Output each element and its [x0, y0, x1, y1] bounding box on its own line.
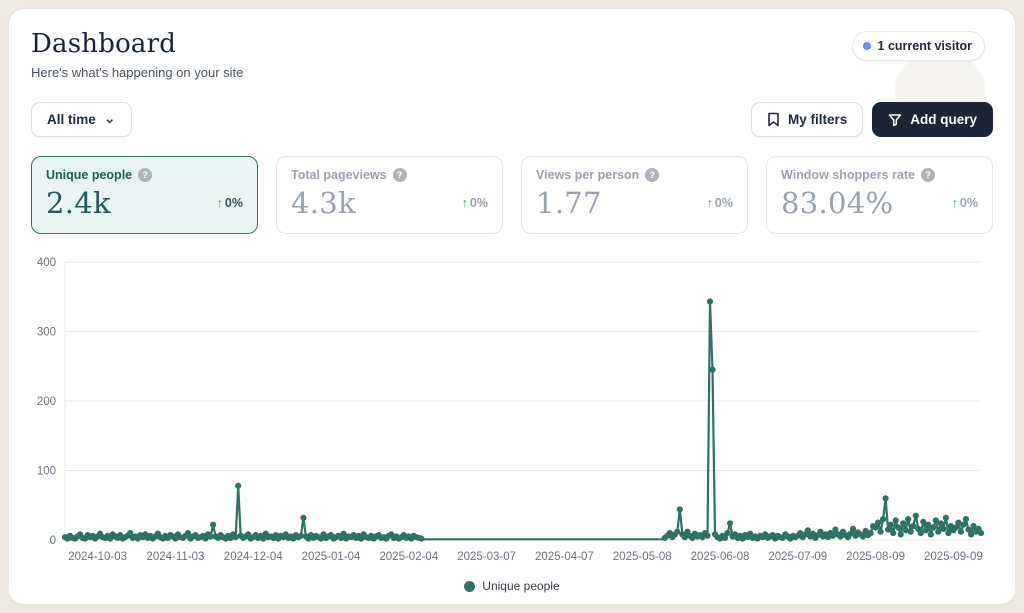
line-chart-canvas[interactable]: 0 100 200 300 400 2024-10-03 2024-11-03 2024-12…: [31, 252, 991, 566]
svg-text:100: 100: [37, 466, 56, 478]
date-range-label: All time: [47, 112, 96, 127]
svg-text:2025-08-09: 2025-08-09: [846, 551, 905, 563]
svg-text:0: 0: [50, 535, 56, 547]
stat-value: 1.77: [536, 186, 602, 220]
stat-delta: ↑ 0%: [461, 196, 488, 210]
stat-card-total-pageviews[interactable]: Total pageviews ? 4.3k ↑ 0%: [276, 156, 503, 234]
svg-text:2024-10-03: 2024-10-03: [68, 551, 127, 563]
unique-people-chart[interactable]: 0 100 200 300 400 2024-10-03 2024-11-03 2024-12…: [31, 252, 993, 593]
svg-text:200: 200: [37, 396, 56, 408]
up-arrow-icon: ↑: [216, 196, 223, 210]
legend-dot-icon: [464, 580, 476, 592]
help-icon[interactable]: ?: [138, 168, 153, 182]
svg-text:2025-07-09: 2025-07-09: [768, 551, 827, 563]
visitor-status-dot-icon: [862, 42, 871, 50]
svg-text:300: 300: [37, 327, 56, 339]
stat-cards-row: Unique people ? 2.4k ↑ 0% Total pageviews…: [31, 156, 993, 234]
stat-card-window-shoppers-rate[interactable]: Window shoppers rate ? 83.04% ↑ 0%: [766, 156, 993, 234]
stat-value: 2.4k: [46, 186, 111, 220]
stat-value: 83.04%: [781, 186, 894, 220]
add-query-button[interactable]: Add query: [872, 102, 993, 137]
visitor-badge-label: 1 current visitor: [877, 39, 972, 53]
bookmark-icon: [767, 112, 780, 127]
svg-text:2025-09-09: 2025-09-09: [924, 551, 983, 563]
page-title: Dashboard: [31, 29, 177, 59]
stat-card-unique-people[interactable]: Unique people ? 2.4k ↑ 0%: [31, 156, 258, 234]
date-range-button[interactable]: All time ⌄: [31, 102, 132, 137]
my-filters-button[interactable]: My filters: [750, 102, 864, 137]
stat-label: Views per person: [536, 168, 640, 182]
add-query-label: Add query: [910, 112, 977, 127]
dashboard-page: Dashboard Here's what's happening on you…: [8, 8, 1016, 605]
toolbar: All time ⌄ My filters Add query: [31, 102, 993, 137]
svg-text:2025-05-08: 2025-05-08: [613, 551, 672, 563]
svg-text:2024-12-04: 2024-12-04: [224, 551, 283, 563]
stat-value: 4.3k: [291, 186, 356, 220]
stat-delta: ↑ 0%: [706, 196, 733, 210]
svg-text:2025-02-04: 2025-02-04: [379, 551, 438, 563]
up-arrow-icon: ↑: [461, 196, 468, 210]
svg-text:2025-03-07: 2025-03-07: [457, 551, 516, 563]
stat-delta: ↑ 0%: [951, 196, 978, 210]
svg-text:2025-01-04: 2025-01-04: [302, 551, 361, 563]
stat-label: Total pageviews: [291, 168, 387, 182]
my-filters-label: My filters: [787, 112, 848, 127]
page-subtitle: Here's what's happening on your site: [31, 65, 244, 80]
legend-label: Unique people: [482, 579, 560, 593]
svg-text:2025-06-08: 2025-06-08: [691, 551, 750, 563]
svg-text:2024-11-03: 2024-11-03: [146, 551, 204, 563]
chart-legend: Unique people: [31, 579, 993, 593]
help-icon[interactable]: ?: [920, 168, 935, 182]
funnel-icon: [888, 113, 902, 127]
toolbar-right-group: My filters Add query: [750, 102, 993, 137]
chevron-down-icon: ⌄: [103, 109, 116, 126]
stat-label: Unique people: [46, 168, 133, 182]
stat-label: Window shoppers rate: [781, 168, 915, 182]
up-arrow-icon: ↑: [706, 196, 713, 210]
page-header: Dashboard Here's what's happening on you…: [31, 29, 993, 80]
help-icon[interactable]: ?: [645, 168, 660, 182]
stat-delta: ↑ 0%: [216, 196, 243, 210]
svg-text:400: 400: [37, 257, 56, 269]
up-arrow-icon: ↑: [951, 196, 958, 210]
help-icon[interactable]: ?: [392, 168, 407, 182]
current-visitors-badge[interactable]: 1 current visitor: [851, 31, 985, 61]
svg-text:2025-04-07: 2025-04-07: [535, 551, 594, 563]
stat-card-views-per-person[interactable]: Views per person ? 1.77 ↑ 0%: [521, 156, 748, 234]
